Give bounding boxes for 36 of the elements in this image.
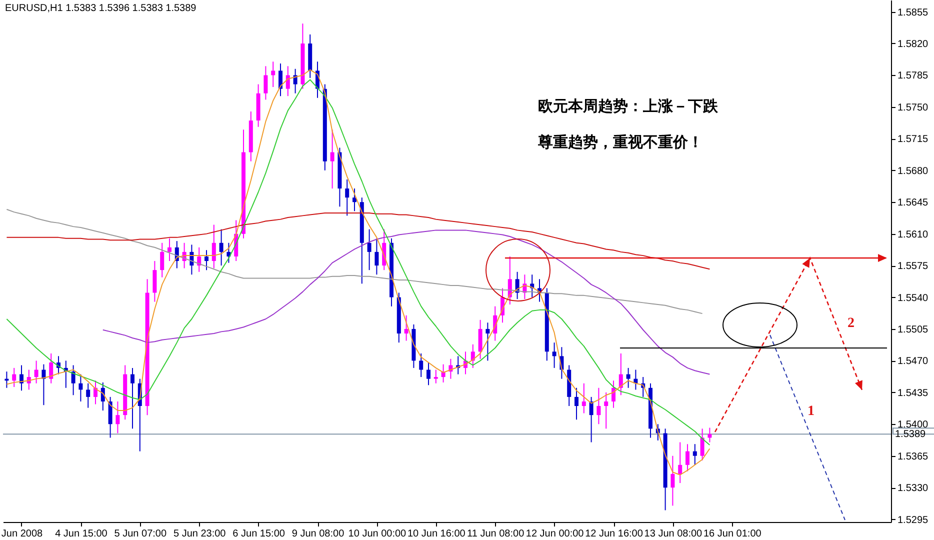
x-tick-label: 16 Jun 01:00 bbox=[703, 528, 762, 540]
y-tick-label: 1.5575 bbox=[898, 261, 929, 272]
y-tick-label: 1.5435 bbox=[898, 388, 929, 399]
x-tick-label: 10 Jun 16:00 bbox=[407, 528, 466, 540]
y-tick-label: 1.5540 bbox=[898, 292, 929, 304]
y-tick-label: 1.5505 bbox=[898, 324, 929, 336]
y-tick-label: 1.5750 bbox=[898, 102, 929, 114]
x-tick-label: 12 Jun 16:00 bbox=[585, 528, 644, 540]
y-tick-label: 1.5715 bbox=[898, 134, 929, 146]
x-tick-label: 5 Jun 23:00 bbox=[173, 528, 226, 540]
x-tick-label: 9 Jun 08:00 bbox=[292, 528, 345, 540]
x-tick-label: 4 Jun 15:00 bbox=[55, 528, 108, 540]
y-tick-label: 1.5855 bbox=[898, 7, 929, 18]
x-tick-label: 13 Jun 08:00 bbox=[644, 528, 703, 540]
y-tick-label: 1.5610 bbox=[898, 229, 929, 240]
annotation: 1 bbox=[808, 404, 814, 419]
y-tick-label: 1.5330 bbox=[898, 483, 929, 494]
y-tick-label: 1.5470 bbox=[898, 356, 929, 368]
y-tick-label: 1.5295 bbox=[898, 514, 929, 526]
y-tick-label: 1.5400 bbox=[898, 420, 929, 431]
x-tick-label: 5 Jun 07:00 bbox=[114, 528, 167, 540]
x-tick-label: 11 Jun 08:00 bbox=[467, 528, 525, 540]
y-tick-label: 1.5820 bbox=[898, 39, 929, 50]
x-tick-label: 6 Jun 15:00 bbox=[232, 528, 286, 540]
x-tick-label: 12 Jun 00:00 bbox=[526, 528, 584, 540]
ref-line-label: 1.5389 bbox=[895, 429, 926, 440]
y-tick-label: 1.5645 bbox=[898, 198, 929, 209]
annotation: 欧元本周趋势：上涨－下跌 bbox=[538, 98, 719, 115]
y-tick-label: 1.5365 bbox=[898, 451, 929, 462]
y-tick-label: 1.5785 bbox=[898, 70, 929, 82]
annotation: 2 bbox=[848, 316, 854, 331]
x-tick-label: 10 Jun 00:00 bbox=[348, 528, 407, 540]
x-tick-label: Jun 2008 bbox=[1, 528, 44, 540]
chart-title: EURUSD,H1 1.5383 1.5396 1.5383 1.5389 bbox=[5, 3, 197, 14]
annotation: 尊重趋势，重视不重价！ bbox=[537, 133, 703, 151]
y-tick-label: 1.5680 bbox=[898, 166, 929, 177]
